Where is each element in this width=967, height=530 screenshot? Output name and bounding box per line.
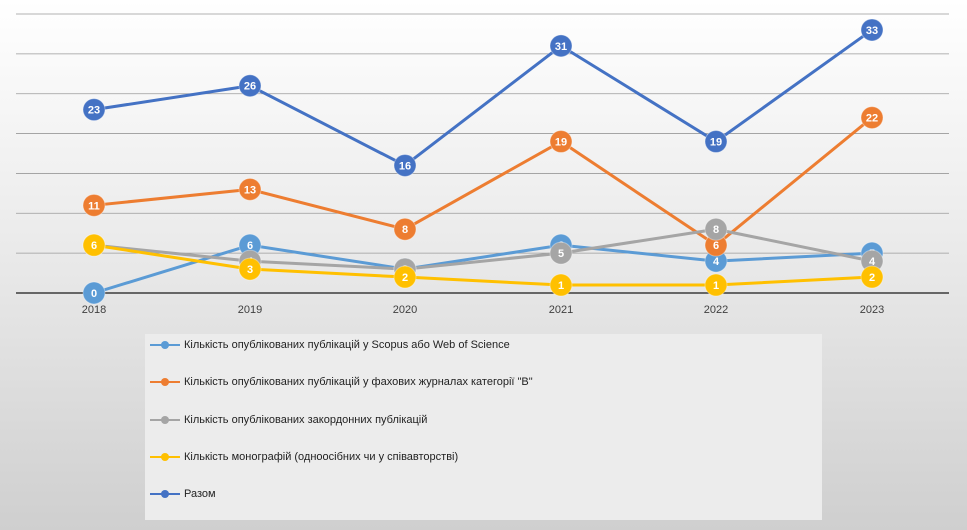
legend [145, 334, 822, 520]
data-point [860, 106, 884, 130]
data-point [704, 273, 728, 297]
data-label: 4 [713, 256, 720, 268]
data-label: 0 [91, 288, 97, 300]
data-label: 22 [866, 113, 878, 125]
legend-item-foreign: Кількість опублікованих закордонних публ… [150, 411, 427, 429]
data-point [393, 153, 417, 177]
data-label: 2 [869, 272, 875, 284]
data-label: 8 [713, 224, 719, 236]
data-label: 2 [402, 272, 408, 284]
data-label: 1 [558, 280, 564, 292]
data-point [393, 265, 417, 289]
x-axis: 2018 2019 2020 2021 2022 2023 [16, 292, 949, 316]
data-point [238, 257, 262, 281]
x-tick-label: 2023 [860, 304, 884, 316]
legend-label: Разом [184, 488, 216, 500]
data-label: 26 [244, 81, 256, 93]
legend-item-scopus: Кількість опублікованих публікацій у Sco… [150, 336, 510, 354]
data-point [549, 130, 573, 154]
legend-marker-monographs [150, 448, 180, 466]
legend-item-monographs: Кількість монографій (одноосібних чи у с… [150, 448, 458, 466]
data-label: 23 [88, 105, 100, 117]
data-label: 19 [710, 137, 722, 149]
series-line [93, 28, 873, 167]
legend-label: Кількість опублікованих закордонних публ… [184, 414, 428, 426]
series-line [93, 227, 873, 271]
data-point [549, 34, 573, 58]
data-point [704, 130, 728, 154]
data-point [82, 233, 106, 257]
legend-label: Кількість опублікованих публікацій у фах… [184, 376, 533, 388]
data-point [860, 265, 884, 289]
series-line [93, 243, 873, 295]
data-label: 33 [866, 25, 878, 37]
data-label: 6 [713, 240, 719, 252]
data-label: 6 [91, 240, 97, 252]
data-label: 1 [713, 280, 719, 292]
data-point [393, 217, 417, 241]
x-tick-label: 2018 [82, 304, 106, 316]
data-label: 13 [244, 184, 256, 196]
data-point [82, 281, 106, 305]
data-point [860, 18, 884, 42]
data-point [82, 98, 106, 122]
data-label: 5 [558, 248, 564, 260]
legend-item-total: Разом [150, 485, 216, 503]
series-layer [93, 28, 873, 295]
gridlines [16, 13, 949, 254]
legend-label: Кількість опублікованих публікацій у Sco… [184, 339, 510, 351]
data-point [549, 273, 573, 297]
data-label: 31 [555, 41, 567, 53]
data-label: 11 [88, 200, 100, 212]
legend-marker-total [150, 485, 180, 503]
data-label: 6 [247, 240, 253, 252]
data-point [238, 74, 262, 98]
data-label: 19 [555, 137, 567, 149]
legend-marker-category-b [150, 373, 180, 391]
series-line [93, 116, 873, 247]
legend-marker-scopus [150, 336, 180, 354]
legend-label: Кількість монографій (одноосібних чи у с… [184, 451, 459, 463]
legend-item-category-b: Кількість опублікованих публікацій у фах… [150, 373, 533, 391]
data-label: 4 [869, 256, 876, 268]
series-line [93, 243, 873, 287]
data-label: 16 [399, 160, 411, 172]
data-label: 3 [247, 264, 253, 276]
x-tick-label: 2019 [238, 304, 262, 316]
data-label: 8 [402, 224, 408, 236]
legend-marker-foreign [150, 411, 180, 429]
data-point [82, 193, 106, 217]
data-labels: 0636451113819622643584632112232616311933 [82, 18, 884, 305]
data-point [238, 177, 262, 201]
data-point [549, 241, 573, 265]
x-tick-label: 2020 [393, 304, 417, 316]
x-tick-label: 2021 [549, 304, 573, 316]
data-point [704, 217, 728, 241]
x-tick-label: 2022 [704, 304, 728, 316]
